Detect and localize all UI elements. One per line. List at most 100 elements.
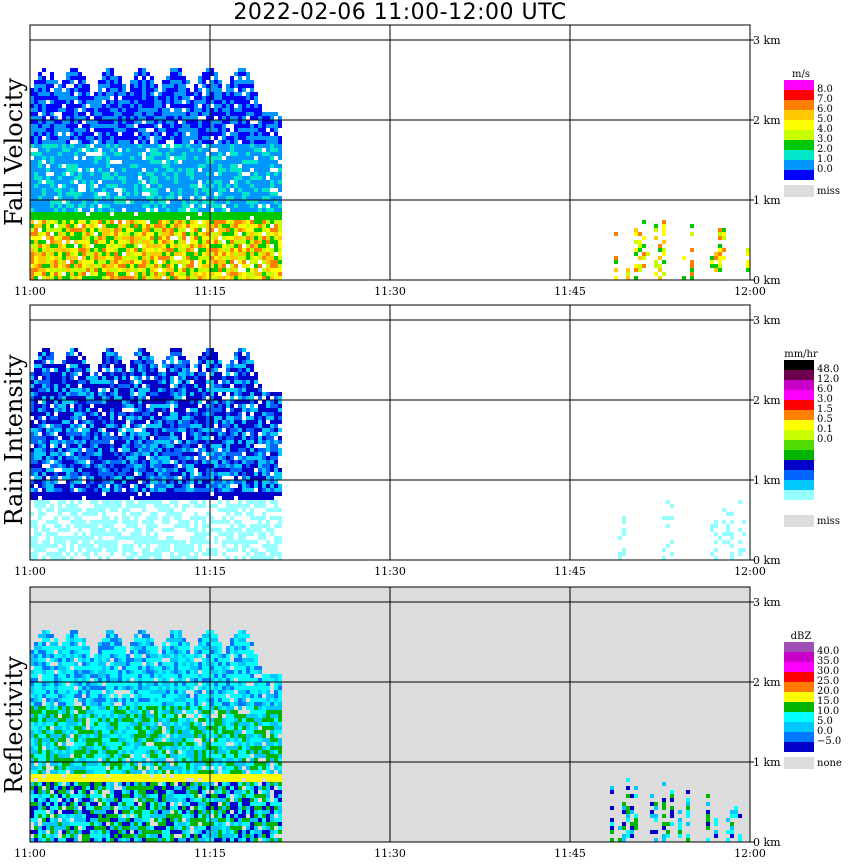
heatmap-cell: [210, 228, 214, 232]
heatmap-cell: [194, 452, 198, 456]
heatmap-cell: [130, 464, 134, 468]
heatmap-cell: [186, 180, 190, 184]
heatmap-cell: [206, 220, 210, 224]
heatmap-cell: [58, 260, 62, 264]
heatmap-cell: [226, 272, 230, 276]
heatmap-cell: [82, 232, 86, 236]
heatmap-cell: [38, 144, 42, 148]
heatmap-cell: [274, 276, 278, 280]
heatmap-cell: [246, 132, 250, 136]
heatmap-cell: [130, 424, 134, 428]
heatmap-cell: [118, 228, 122, 232]
heatmap-cell: [218, 268, 222, 272]
heatmap-cell: [182, 152, 186, 156]
heatmap-cell: [70, 80, 74, 84]
heatmap-cell: [74, 172, 78, 176]
heatmap-cell: [86, 100, 90, 104]
heatmap-cell: [90, 276, 94, 280]
heatmap-cell: [138, 200, 142, 204]
heatmap-cell: [34, 428, 38, 432]
heatmap-cell: [34, 416, 38, 420]
heatmap-cell: [46, 248, 50, 252]
heatmap-cell: [66, 156, 70, 160]
heatmap-cell: [254, 116, 258, 120]
heatmap-cell: [34, 168, 38, 172]
heatmap-cell: [690, 224, 694, 228]
heatmap-cell: [150, 264, 154, 268]
heatmap-cell: [110, 392, 114, 396]
heatmap-cell: [170, 176, 174, 180]
heatmap-cell: [222, 172, 226, 176]
heatmap-cell: [154, 120, 158, 124]
heatmap-cell: [182, 272, 186, 276]
heatmap-cell: [46, 368, 50, 372]
heatmap-cell: [186, 252, 190, 256]
heatmap-cell: [242, 272, 246, 276]
heatmap-cell: [170, 216, 174, 220]
heatmap-cell: [94, 108, 98, 112]
heatmap-cell: [234, 272, 238, 276]
heatmap-cell: [66, 420, 70, 424]
heatmap-cell: [142, 496, 146, 500]
heatmap-cell: [210, 260, 214, 264]
heatmap-cell: [158, 416, 162, 420]
heatmap-cell: [198, 108, 202, 112]
heatmap-cell: [198, 524, 202, 528]
heatmap-cell: [94, 408, 98, 412]
heatmap-cell: [118, 376, 122, 380]
heatmap-cell: [110, 376, 114, 380]
heatmap-cell: [162, 220, 166, 224]
heatmap-cell: [194, 104, 198, 108]
heatmap-cell: [38, 248, 42, 252]
heatmap-cell: [110, 456, 114, 460]
heatmap-cell: [138, 188, 142, 192]
heatmap-cell: [166, 356, 170, 360]
heatmap-cell: [226, 248, 230, 252]
heatmap-cell: [146, 368, 150, 372]
heatmap-cell: [166, 512, 170, 516]
heatmap-cell: [106, 360, 110, 364]
colorbar-label: 8.0: [817, 84, 833, 95]
heatmap-cell: [110, 108, 114, 112]
heatmap-cell: [194, 196, 198, 200]
heatmap-cell: [126, 548, 130, 552]
heatmap-cell: [62, 252, 66, 256]
heatmap-cell: [98, 104, 102, 108]
y-tick-label: 2 km: [753, 114, 781, 127]
heatmap-cell: [242, 220, 246, 224]
heatmap-cell: [70, 396, 74, 400]
heatmap-cell: [74, 416, 78, 420]
heatmap-cell: [138, 156, 142, 160]
heatmap-cell: [130, 156, 134, 160]
heatmap-cell: [146, 384, 150, 388]
heatmap-cell: [178, 116, 182, 120]
heatmap-cell: [70, 168, 74, 172]
heatmap-cell: [154, 536, 158, 540]
heatmap-cell: [278, 212, 282, 216]
heatmap-cell: [278, 120, 282, 124]
heatmap-cell: [178, 388, 182, 392]
heatmap-cell: [34, 240, 38, 244]
heatmap-cell: [98, 440, 102, 444]
heatmap-cell: [106, 120, 110, 124]
heatmap-cell: [58, 376, 62, 380]
heatmap-cell: [150, 228, 154, 232]
heatmap-cell: [130, 212, 134, 216]
heatmap-cell: [174, 392, 178, 396]
heatmap-cell: [178, 180, 182, 184]
heatmap-cell: [242, 276, 246, 280]
heatmap-cell: [234, 168, 238, 172]
heatmap-cell: [74, 548, 78, 552]
heatmap-cell: [214, 200, 218, 204]
heatmap-cell: [50, 180, 54, 184]
heatmap-cell: [162, 516, 166, 520]
heatmap-cell: [94, 492, 98, 496]
heatmap-cell: [118, 176, 122, 180]
heatmap-cell: [226, 260, 230, 264]
heatmap-cell: [30, 172, 34, 176]
heatmap-cell: [278, 276, 282, 280]
heatmap-cell: [42, 384, 46, 388]
heatmap-cell: [178, 436, 182, 440]
heatmap-cell: [94, 264, 98, 268]
heatmap-cell: [42, 532, 46, 536]
